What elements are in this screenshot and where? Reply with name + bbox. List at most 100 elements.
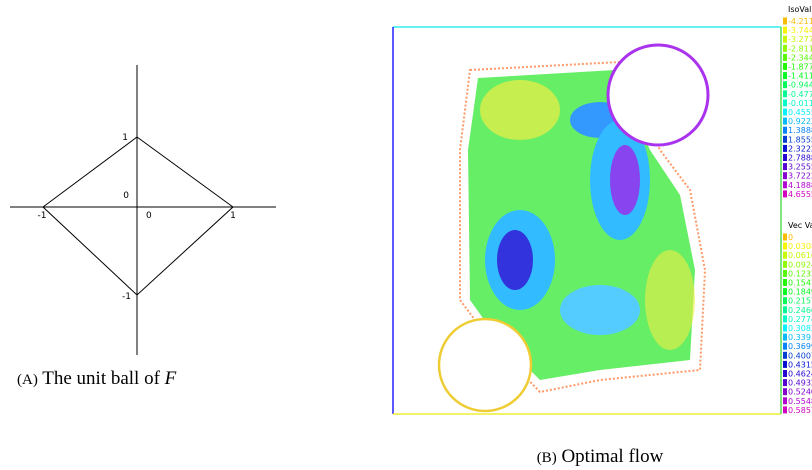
legend-label: 0.369928 — [788, 342, 812, 351]
legend-swatch — [783, 360, 787, 368]
legend-label: -4.21111 — [788, 17, 812, 26]
tick-label: 1 — [122, 133, 128, 143]
legend-swatch — [783, 90, 787, 98]
legend-label: 0.215791 — [788, 297, 812, 306]
legend-swatch — [783, 279, 787, 286]
unit-ball-diagram — [10, 65, 276, 355]
legend-swatch — [783, 99, 787, 107]
legend-swatch — [783, 351, 787, 359]
legend-swatch — [783, 154, 787, 161]
legend-label: 0.455556 — [788, 108, 812, 117]
legend-label: 0.3391 — [788, 333, 812, 342]
legend-swatch — [783, 397, 787, 405]
legend-label: 0.277446 — [788, 315, 812, 324]
legend-label: 0.184964 — [788, 288, 812, 297]
legend-label: 2.32222 — [788, 144, 812, 153]
legend-label: 0.400755 — [788, 351, 812, 360]
tick-label: 0 — [146, 211, 152, 221]
legend-swatch — [783, 53, 787, 61]
legend-label: 0.123309 — [788, 269, 812, 278]
legend-label: 0.524064 — [788, 388, 812, 397]
legend-label: 4.65556 — [788, 190, 812, 199]
legend-swatch — [783, 297, 787, 305]
legend-swatch — [783, 181, 787, 189]
legend-swatch — [783, 379, 787, 387]
flow-region — [645, 250, 695, 350]
legend-label: 1.85556 — [788, 135, 812, 144]
legend-swatch — [783, 26, 787, 34]
legend-swatch — [783, 260, 787, 268]
caption-symbol: F — [164, 368, 177, 389]
flow-region — [560, 285, 640, 335]
unit-ball — [42, 136, 234, 296]
legend-swatch — [783, 144, 787, 152]
flow-region — [497, 230, 533, 290]
flow-edge — [459, 60, 707, 394]
legend-swatch — [783, 117, 787, 125]
legend-swatch — [783, 172, 787, 180]
legend-swatch — [783, 190, 787, 198]
legend-swatch — [783, 306, 787, 314]
legend-swatch — [783, 269, 787, 277]
legend-title: Vec Value — [788, 221, 812, 230]
flow-region — [610, 145, 640, 215]
legend-label: 0.0924813 — [788, 260, 812, 269]
caption-text: The unit ball of — [42, 368, 160, 389]
tick-label: -1 — [122, 292, 131, 302]
legend-label: 0.922222 — [788, 117, 812, 126]
legend: IsoValue Vec Value -4.21111-3.74444-3.27… — [783, 5, 812, 415]
legend-label: 1.38889 — [788, 126, 812, 135]
legend-swatch — [783, 333, 787, 341]
legend-swatch — [783, 35, 787, 43]
legend-label: -0.944444 — [788, 81, 812, 90]
caption: (B) Optimal flow — [537, 446, 664, 467]
legend-label: 0.0308395 — [788, 242, 812, 251]
legend-label: -2.81111 — [788, 44, 812, 53]
caption-tag: (A) — [17, 372, 38, 388]
legend-swatch — [783, 251, 787, 259]
legend-label: -2.34444 — [788, 53, 812, 62]
legend-label: 0 — [788, 233, 793, 242]
flow-plot — [392, 26, 782, 415]
legend-swatch — [783, 44, 787, 52]
legend-label: -3.27778 — [788, 35, 812, 44]
flow-region — [480, 80, 560, 140]
caption-tag: (B) — [537, 450, 557, 466]
tick-label: 1 — [230, 211, 236, 221]
legend-label: -1.41111 — [788, 72, 812, 81]
legend-label: 2.78889 — [788, 154, 812, 163]
legend-swatch — [783, 17, 787, 25]
legend-swatch — [783, 63, 787, 70]
legend-label: 0.154137 — [788, 279, 812, 288]
legend-label: -1.87778 — [788, 63, 812, 72]
legend-swatch — [783, 242, 787, 250]
legend-swatch — [783, 388, 787, 396]
legend-swatch — [783, 135, 787, 143]
legend-swatch — [783, 406, 787, 414]
legend-swatch — [783, 370, 787, 377]
legend-swatch — [783, 288, 787, 296]
legend-swatch — [783, 324, 787, 332]
legend-swatch — [783, 342, 787, 350]
tick-label: 0 — [123, 191, 129, 201]
legend-label: 3.25556 — [788, 163, 812, 172]
legend-label: -0.477778 — [788, 90, 812, 99]
legend-label: 0.493237 — [788, 379, 812, 388]
legend-swatch — [783, 315, 787, 323]
legend-label: 0.431582 — [788, 360, 812, 369]
legend-label: 0.308273 — [788, 324, 812, 333]
legend-swatch — [783, 81, 787, 89]
boundary-circle — [437, 317, 533, 413]
legend-title: IsoValue — [788, 5, 812, 14]
caption-text: Optimal flow — [561, 446, 663, 467]
legend-swatch — [783, 233, 787, 241]
legend-label: 0.061679 — [788, 251, 812, 260]
legend-label: -0.0111111 — [788, 99, 812, 108]
legend-label: 0.554892 — [788, 397, 812, 406]
tick-label: -1 — [38, 211, 47, 221]
legend-label: 0.585719 — [788, 406, 812, 415]
boundary-circle — [606, 43, 710, 147]
legend-label: 4.18889 — [788, 181, 812, 190]
legend-swatch — [783, 163, 787, 171]
